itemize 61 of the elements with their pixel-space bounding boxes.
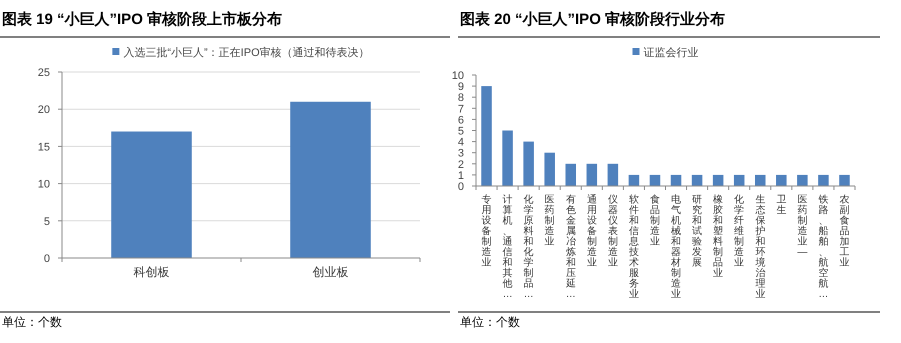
category-label: 计算机、通信和其他… <box>502 194 513 300</box>
y-tick-label: 5 <box>44 216 50 228</box>
x-tick-label: 医药制造业— <box>797 194 808 258</box>
category-label: 生态保护和环境治理业 <box>755 194 766 300</box>
bar <box>754 174 766 186</box>
y-tick-label: 3 <box>458 148 464 160</box>
text: 单位：个数 <box>460 315 520 329</box>
chart-title: 图表 20 “小巨人”IPO 审核阶段行业分布 <box>460 10 726 28</box>
x-tick-label: 研究和试验发展 <box>692 194 702 268</box>
category-label: 电气机械和器材制造业 <box>671 194 682 300</box>
bar <box>670 174 682 186</box>
y-tick-label: 2 <box>458 158 464 171</box>
y-tick-label: 7 <box>458 103 464 116</box>
bar <box>712 174 724 186</box>
x-tick-label: 医药制造业 <box>544 194 555 248</box>
x-tick-label: 创业板 <box>312 265 348 279</box>
category-label: 软件和信息技术服务业 <box>628 194 639 300</box>
bar <box>481 86 492 186</box>
legend-label: 入选三批“小巨人”：正在IPO审核（通过和待表决） <box>123 46 370 59</box>
bar <box>650 174 660 186</box>
bar <box>544 152 555 186</box>
y-tick-label: 9 <box>458 81 464 94</box>
x-tick-label: 食品制造业 <box>650 194 660 248</box>
bar <box>692 174 702 186</box>
bar <box>502 130 513 186</box>
category-label: 化学原料和化学制品… <box>524 194 534 300</box>
bar <box>818 174 829 186</box>
bar <box>839 174 850 186</box>
y-tick-label: 8 <box>458 92 464 104</box>
bar <box>608 164 618 186</box>
x-tick-label: 农副食品加工业 <box>839 194 850 268</box>
bar <box>734 174 744 186</box>
bar <box>776 174 787 186</box>
y-tick-label: 20 <box>38 104 50 116</box>
bar <box>586 164 598 186</box>
chart-title: 图表 19 “小巨人”IPO 审核阶段上市板分布 <box>2 10 282 28</box>
x-tick-label: 仪器仪表制造业 <box>608 194 618 268</box>
bar <box>523 142 534 186</box>
y-tick-label: 0 <box>458 181 464 193</box>
category-label: 铁路、船舶、航空航… <box>818 194 828 300</box>
x-tick-label: 专用设备制造业 <box>482 194 492 268</box>
y-tick-label: 5 <box>458 126 464 138</box>
x-tick-label: 科创板 <box>134 265 170 279</box>
x-tick-label: 通用设备制造业 <box>586 194 597 268</box>
x-tick-label: 橡胶和塑料制品业 <box>713 194 724 279</box>
bar <box>628 174 640 186</box>
x-tick-label: 卫生 <box>776 194 786 216</box>
y-tick-label: 10 <box>38 178 50 191</box>
x-tick-label: 化学纤维制造业 <box>734 194 744 268</box>
y-tick-label: 0 <box>44 253 50 265</box>
legend-label: 证监会行业 <box>644 46 698 59</box>
text: 单位：个数 <box>2 315 62 329</box>
y-tick-label: 1 <box>458 170 464 182</box>
y-tick-label: 6 <box>458 114 464 126</box>
y-tick-label: 4 <box>458 136 464 149</box>
y-tick-label: 15 <box>38 141 50 154</box>
bar <box>797 174 808 186</box>
y-tick-label: 25 <box>38 67 50 79</box>
category-label: 有色金属冶炼和压延… <box>566 194 576 300</box>
y-tick-label: 10 <box>452 70 464 82</box>
bar <box>565 164 576 186</box>
